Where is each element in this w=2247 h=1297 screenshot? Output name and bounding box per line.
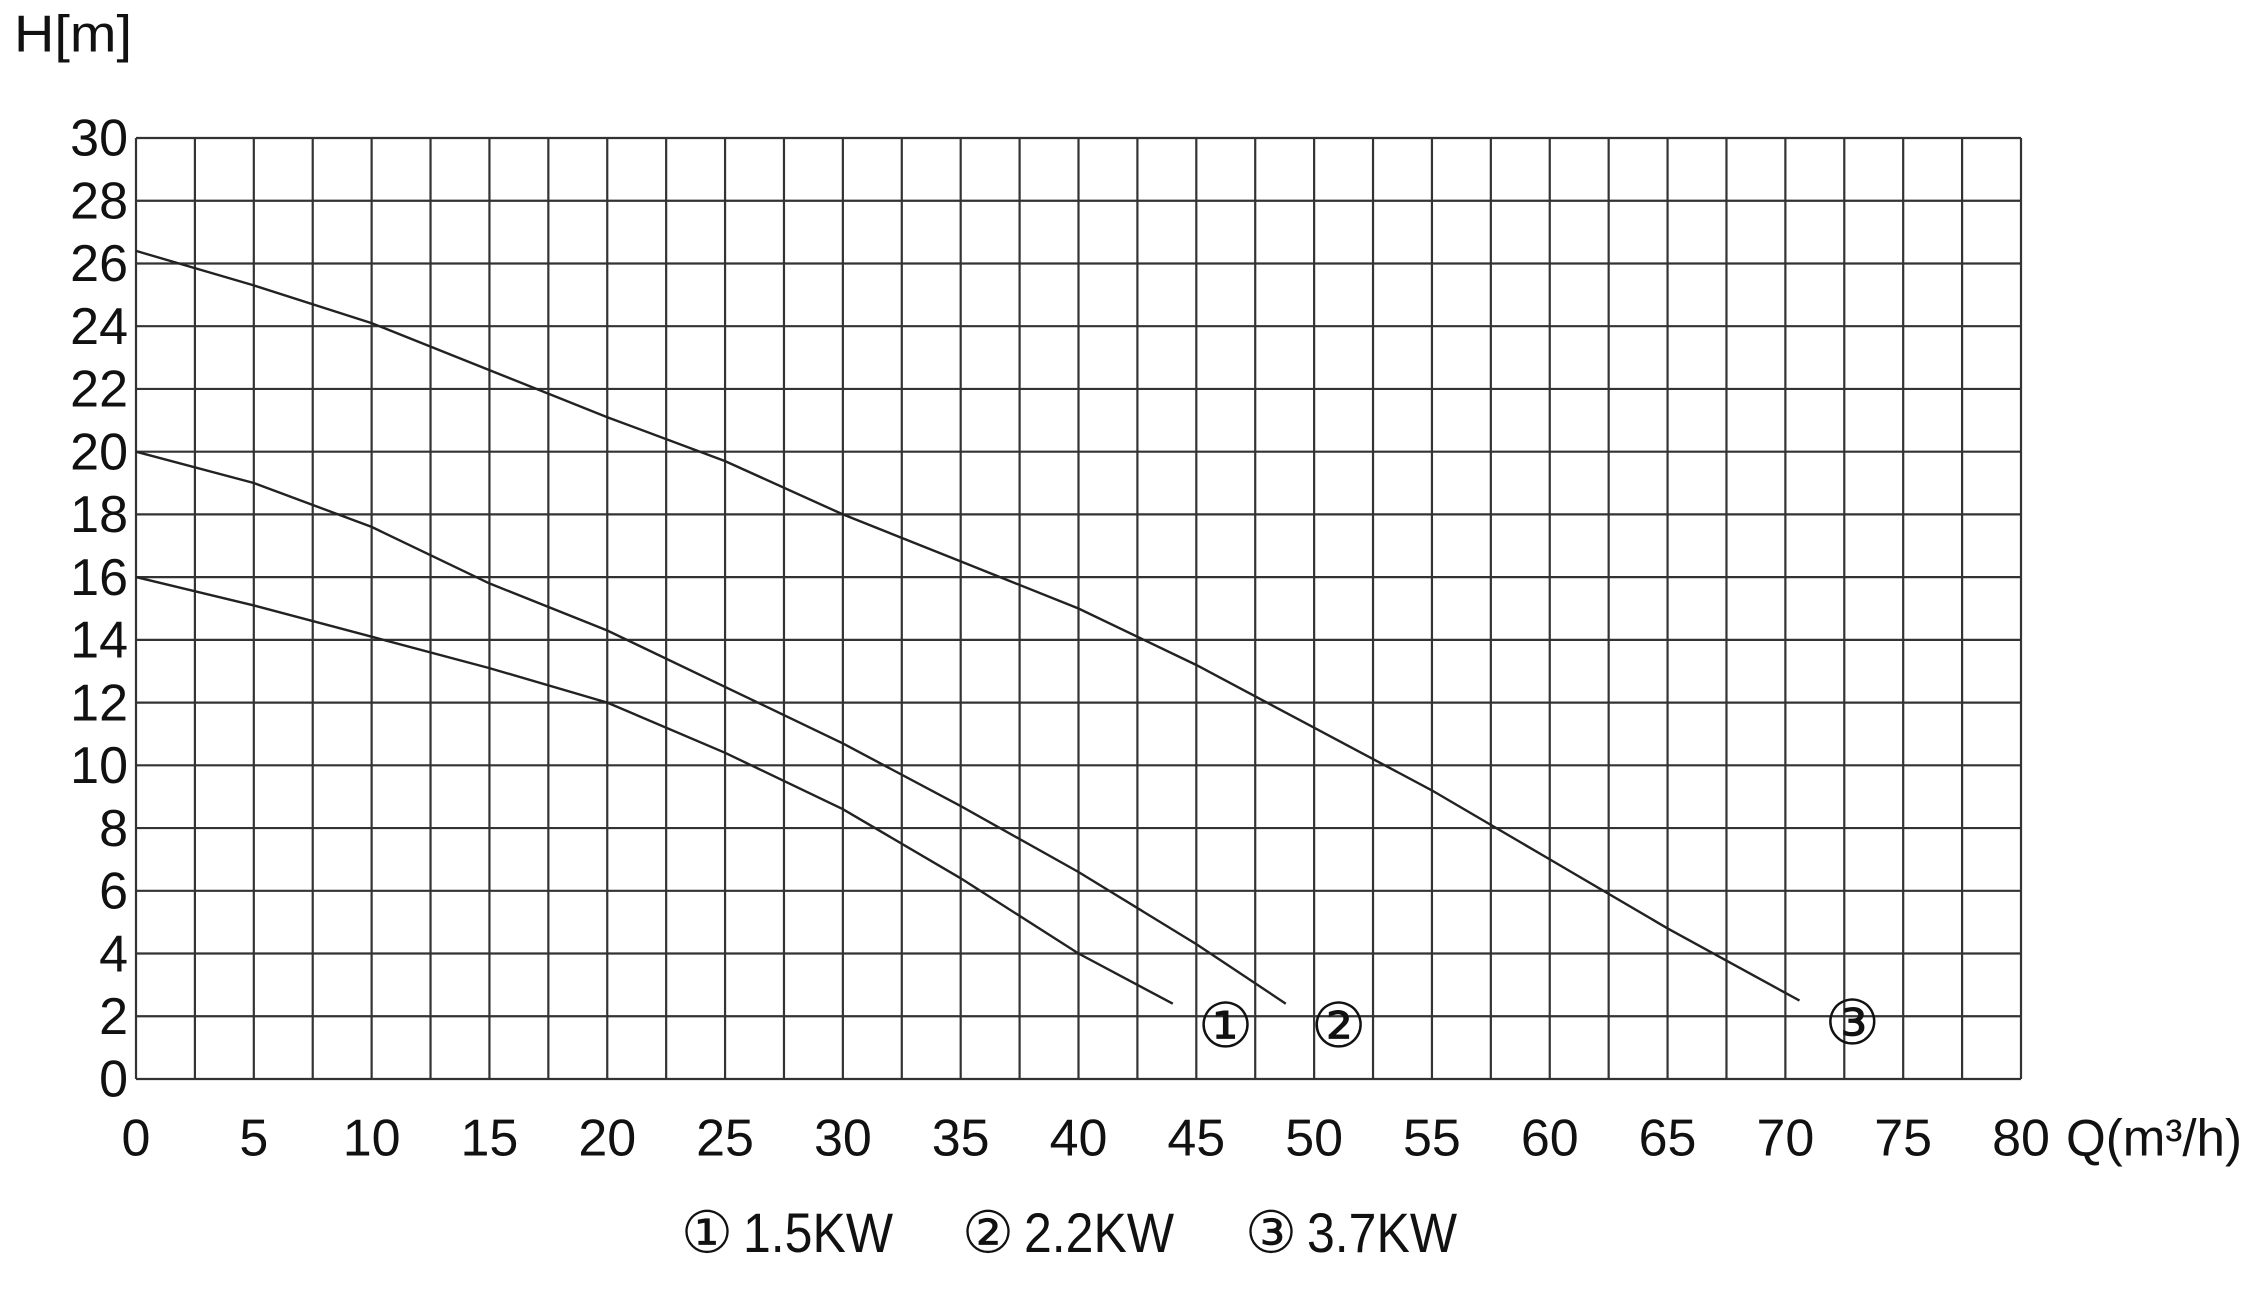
x-tick-label: 20 (578, 1110, 636, 1168)
curve-label: ① (1198, 992, 1254, 1061)
x-axis-title: Q(m³/h) (2066, 1110, 2242, 1168)
y-tick-label: 16 (70, 549, 128, 607)
y-tick-label: 12 (70, 674, 128, 732)
y-axis-title: H[m] (14, 6, 132, 64)
curve (135, 450, 1287, 1005)
curve-label: ② (1311, 992, 1367, 1061)
curve (135, 575, 1174, 1005)
y-tick-label: 26 (70, 235, 128, 293)
x-tick-label: 65 (1639, 1110, 1697, 1168)
x-tick-label: 55 (1403, 1110, 1461, 1168)
y-tick-label: 28 (70, 172, 128, 230)
x-tick-label: 35 (932, 1110, 990, 1168)
y-tick-label: 6 (99, 863, 128, 921)
x-tick-label: 30 (814, 1110, 872, 1168)
x-tick-label: 50 (1285, 1110, 1343, 1168)
legend-item: ① 1.5KW (681, 1200, 893, 1265)
x-tick-label: 70 (1756, 1110, 1814, 1168)
legend-label: 3.7KW (1307, 1201, 1457, 1264)
x-tick-label: 40 (1050, 1110, 1108, 1168)
x-tick-label: 45 (1167, 1110, 1225, 1168)
legend-marker: ② (962, 1200, 1014, 1265)
x-tick-label: 10 (343, 1110, 401, 1168)
legend-item: ③ 3.7KW (1245, 1200, 1457, 1265)
y-tick-label: 14 (70, 612, 128, 670)
y-tick-label: 24 (70, 298, 128, 356)
x-tick-label: 15 (461, 1110, 519, 1168)
y-tick-label: 8 (99, 800, 128, 858)
x-tick-label: 80 (1992, 1110, 2050, 1168)
legend-marker: ③ (1245, 1200, 1297, 1265)
x-tick-label: 25 (696, 1110, 754, 1168)
x-tick-label: 5 (239, 1110, 268, 1168)
y-tick-label: 22 (70, 361, 128, 419)
y-tick-label: 10 (70, 737, 128, 795)
curve-label: ③ (1825, 989, 1881, 1058)
y-tick-label: 30 (70, 110, 128, 168)
y-tick-label: 2 (99, 988, 128, 1046)
y-tick-label: 20 (70, 423, 128, 481)
y-tick-label: 0 (99, 1051, 128, 1109)
legend-label: 1.5KW (743, 1201, 893, 1264)
legend-label: 2.2KW (1024, 1201, 1174, 1264)
x-tick-label: 75 (1874, 1110, 1932, 1168)
y-tick-label: 18 (70, 486, 128, 544)
y-tick-label: 4 (99, 925, 128, 983)
x-tick-label: 60 (1521, 1110, 1579, 1168)
legend-item: ② 2.2KW (962, 1200, 1174, 1265)
x-tick-label: 0 (122, 1110, 151, 1168)
legend-marker: ① (681, 1200, 733, 1265)
curve (135, 249, 1801, 1002)
